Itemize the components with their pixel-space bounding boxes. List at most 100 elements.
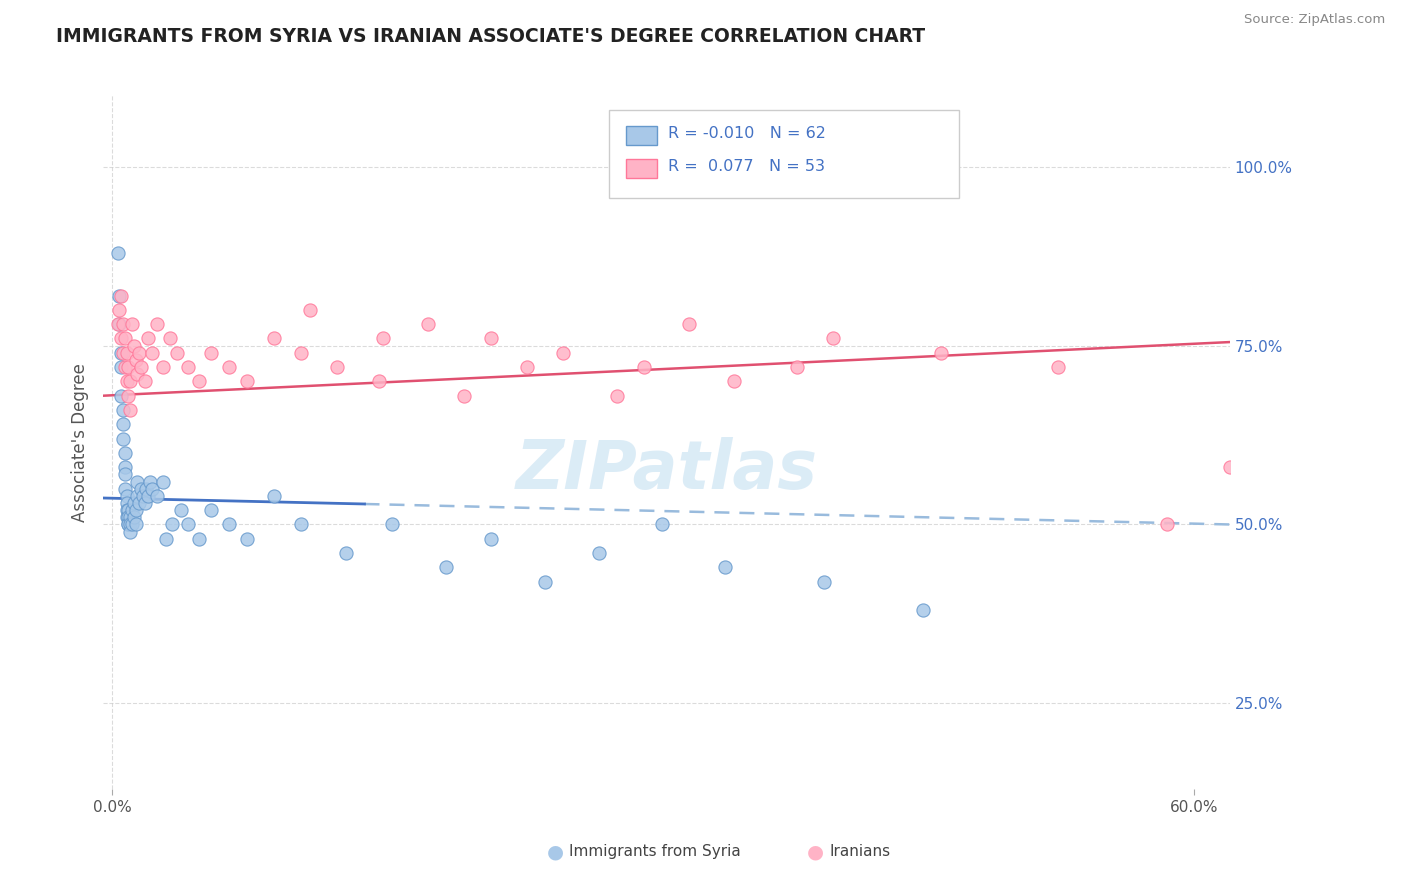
Point [127, 489, 149, 503]
Point [111, 432, 134, 446]
Point [588, 546, 610, 560]
Point [110, 389, 132, 403]
Point [166, 346, 188, 360]
Point [115, 510, 138, 524]
Point [121, 503, 143, 517]
Point [169, 503, 191, 517]
Point [127, 475, 149, 489]
Point [1047, 360, 1070, 375]
Point [122, 338, 145, 352]
Point [120, 524, 142, 539]
Point [187, 532, 209, 546]
Point [786, 360, 808, 375]
Point [236, 532, 259, 546]
Point [114, 460, 136, 475]
Point [122, 496, 145, 510]
Point [159, 331, 181, 345]
Point [117, 510, 139, 524]
Point [117, 360, 139, 375]
Point [124, 353, 146, 368]
Point [606, 389, 628, 403]
Point [115, 496, 138, 510]
Point [912, 603, 935, 617]
Point [714, 560, 737, 574]
Point [177, 360, 200, 375]
Point [1219, 460, 1241, 475]
Point [136, 331, 159, 345]
Point [110, 360, 132, 375]
Text: Immigrants from Syria: Immigrants from Syria [569, 845, 741, 859]
Point [380, 517, 402, 532]
Point [290, 346, 312, 360]
Point [129, 360, 152, 375]
Point [152, 475, 174, 489]
Point [218, 517, 240, 532]
Point [127, 368, 149, 382]
Point [114, 467, 136, 482]
Point [117, 503, 139, 517]
Point [107, 245, 129, 260]
Point [141, 482, 163, 496]
Text: Source: ZipAtlas.com: Source: ZipAtlas.com [1244, 13, 1385, 27]
Point [111, 417, 134, 432]
Point [139, 475, 162, 489]
Point [120, 375, 142, 389]
Point [120, 510, 142, 524]
Point [236, 375, 259, 389]
Point [108, 317, 131, 331]
Point [633, 360, 655, 375]
Point [516, 360, 538, 375]
Point [110, 346, 132, 360]
Point [479, 331, 502, 345]
Point [368, 375, 391, 389]
Point [120, 517, 142, 532]
Point [723, 375, 745, 389]
Point [335, 546, 357, 560]
Point [110, 331, 132, 345]
Point [160, 517, 183, 532]
Point [115, 503, 138, 517]
Point [155, 532, 177, 546]
Text: Iranians: Iranians [830, 845, 890, 859]
Text: R = -0.010   N = 62: R = -0.010 N = 62 [668, 127, 825, 141]
Point [813, 574, 835, 589]
Point [111, 346, 134, 360]
Text: ●: ● [547, 842, 564, 862]
Point [200, 503, 222, 517]
Point [121, 517, 143, 532]
Point [1156, 517, 1178, 532]
Point [263, 489, 285, 503]
Point [129, 482, 152, 496]
Text: ZIPatlas: ZIPatlas [516, 437, 817, 503]
Point [533, 574, 555, 589]
Point [134, 375, 156, 389]
Point [124, 503, 146, 517]
Point [115, 346, 138, 360]
Point [107, 317, 129, 331]
Point [371, 331, 394, 345]
Point [115, 375, 138, 389]
Point [929, 346, 952, 360]
Point [823, 331, 845, 345]
Point [111, 317, 134, 331]
Point [117, 517, 139, 532]
Point [136, 489, 159, 503]
Point [678, 317, 700, 331]
Point [290, 517, 312, 532]
Point [132, 489, 155, 503]
Point [218, 360, 240, 375]
Point [141, 346, 163, 360]
Point [114, 331, 136, 345]
Point [416, 317, 439, 331]
Point [121, 317, 143, 331]
Y-axis label: Associate's Degree: Associate's Degree [72, 363, 89, 522]
Point [114, 360, 136, 375]
Point [128, 496, 150, 510]
Point [200, 346, 222, 360]
Point [146, 317, 169, 331]
Point [551, 346, 574, 360]
Point [453, 389, 475, 403]
Text: ●: ● [807, 842, 824, 862]
Point [434, 560, 457, 574]
Point [115, 489, 138, 503]
